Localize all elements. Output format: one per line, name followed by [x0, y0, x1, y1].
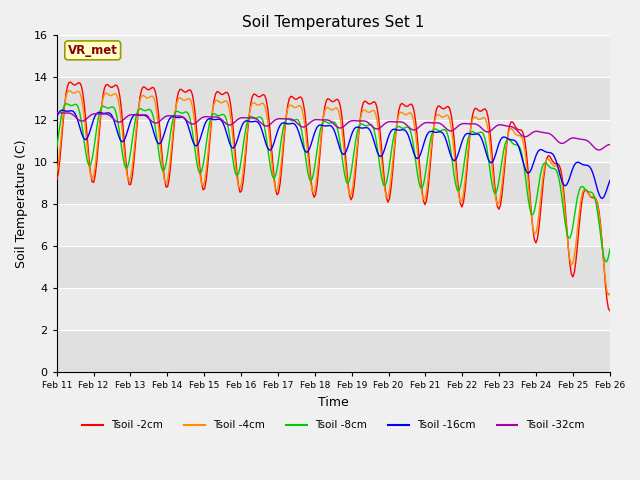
- Bar: [57, 204, 610, 246]
- Bar: [57, 120, 610, 162]
- Bar: [57, 246, 610, 288]
- Bar: [57, 36, 610, 77]
- Bar: [57, 77, 610, 120]
- Y-axis label: Soil Temperature (C): Soil Temperature (C): [15, 140, 28, 268]
- Bar: [57, 288, 610, 330]
- Text: VR_met: VR_met: [68, 44, 118, 57]
- Bar: [57, 330, 610, 372]
- Legend: Tsoil -2cm, Tsoil -4cm, Tsoil -8cm, Tsoil -16cm, Tsoil -32cm: Tsoil -2cm, Tsoil -4cm, Tsoil -8cm, Tsoi…: [78, 416, 588, 434]
- X-axis label: Time: Time: [318, 396, 349, 409]
- Bar: [57, 162, 610, 204]
- Title: Soil Temperatures Set 1: Soil Temperatures Set 1: [242, 15, 424, 30]
